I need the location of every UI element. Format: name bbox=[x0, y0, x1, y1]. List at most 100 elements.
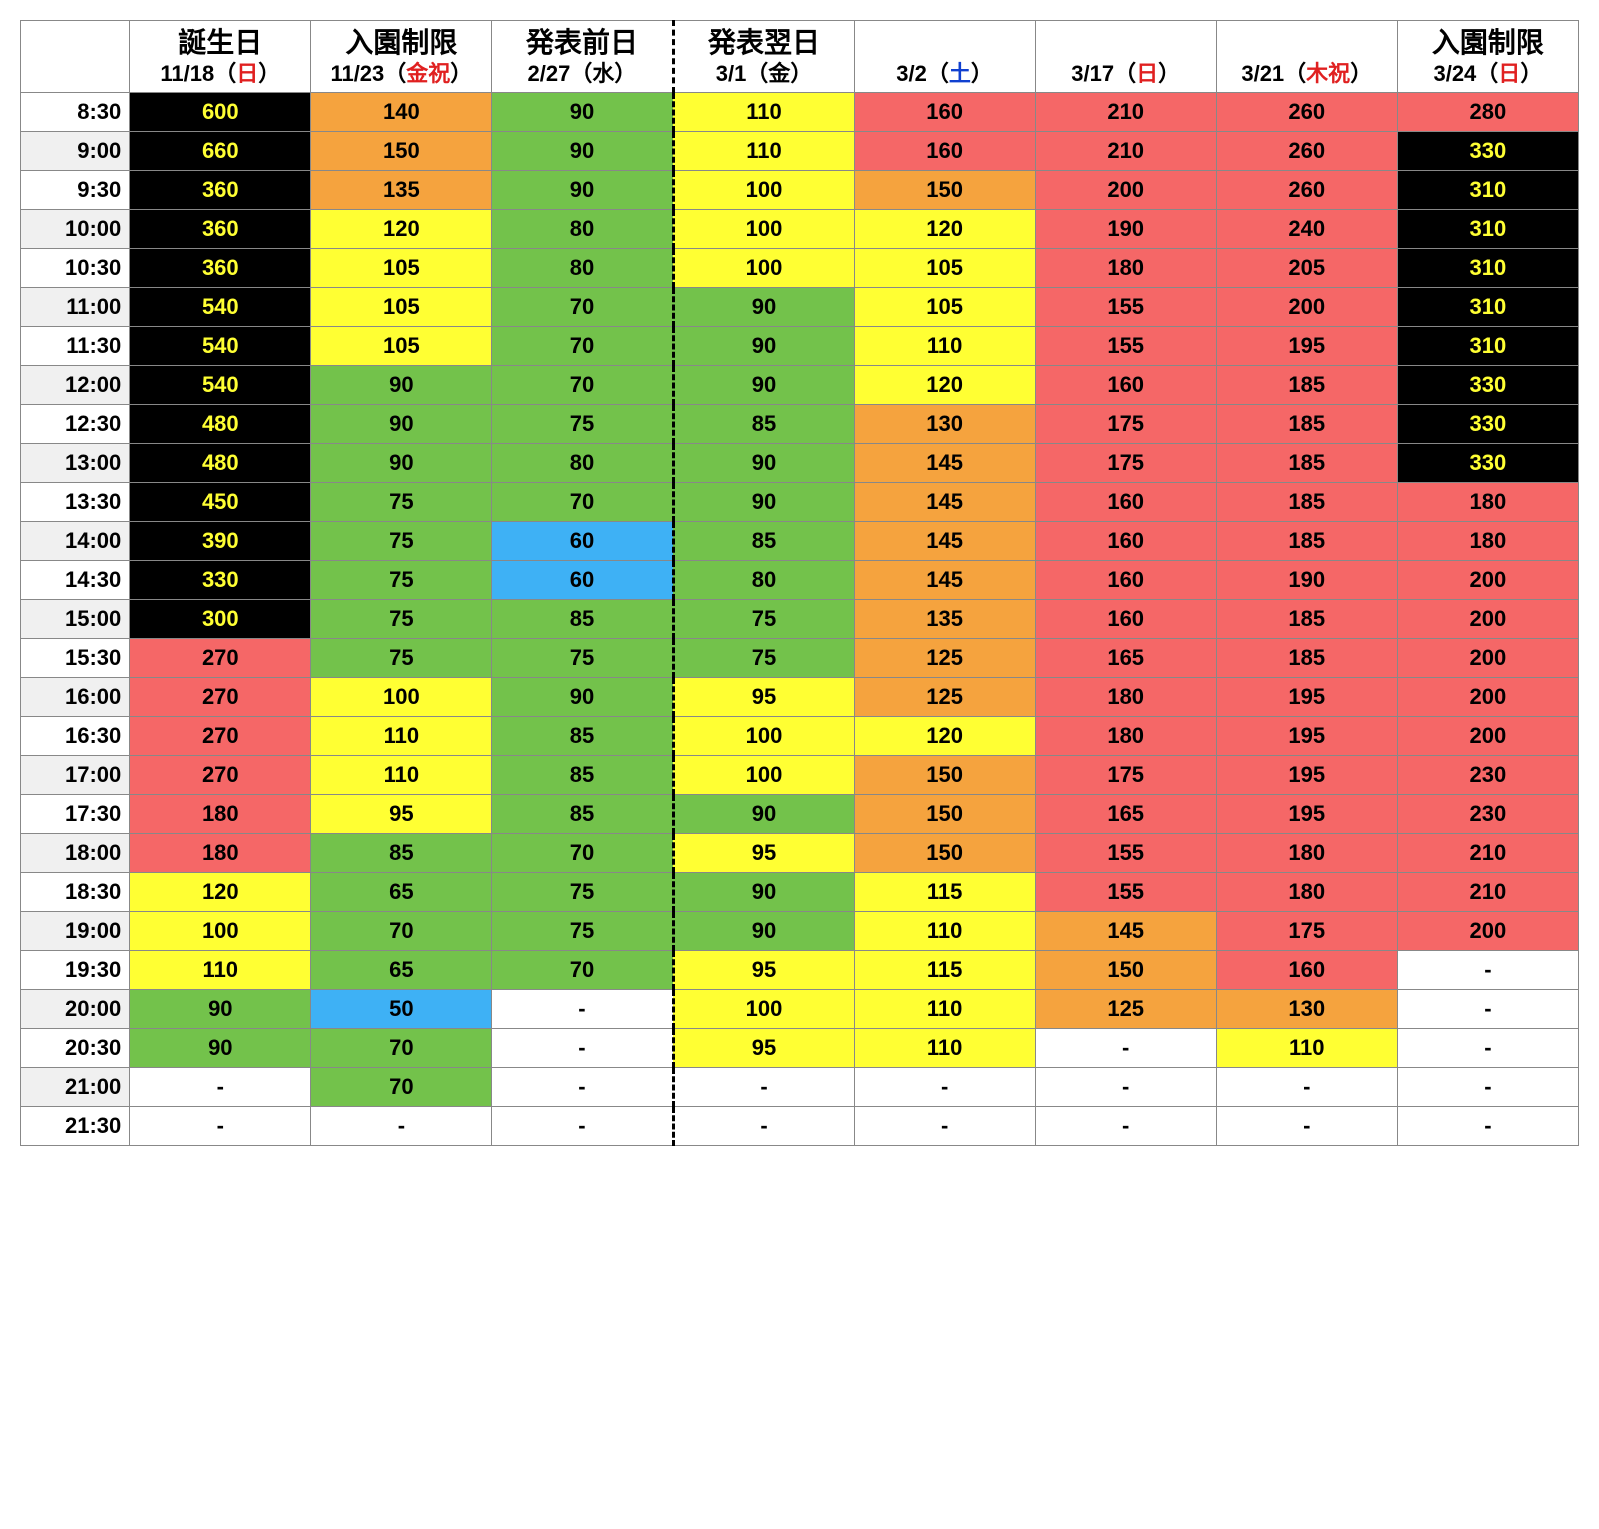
data-cell: - bbox=[1035, 1106, 1216, 1145]
time-cell: 11:30 bbox=[21, 326, 130, 365]
data-cell: 180 bbox=[1035, 677, 1216, 716]
time-cell: 18:30 bbox=[21, 872, 130, 911]
header-title bbox=[1040, 25, 1212, 60]
data-cell: 155 bbox=[1035, 287, 1216, 326]
data-cell: - bbox=[492, 989, 673, 1028]
column-header: 発表前日2/27（水） bbox=[492, 21, 673, 93]
data-cell: 65 bbox=[311, 950, 492, 989]
column-header: 3/21（木祝） bbox=[1216, 21, 1397, 93]
data-cell: - bbox=[1397, 1106, 1578, 1145]
data-cell: 190 bbox=[1035, 209, 1216, 248]
table-row: 21:30-------- bbox=[21, 1106, 1579, 1145]
data-cell: 150 bbox=[854, 833, 1035, 872]
data-cell: 310 bbox=[1397, 209, 1578, 248]
table-row: 11:305401057090110155195310 bbox=[21, 326, 1579, 365]
data-cell: 120 bbox=[854, 716, 1035, 755]
data-cell: 60 bbox=[492, 521, 673, 560]
table-row: 11:005401057090105155200310 bbox=[21, 287, 1579, 326]
data-cell: 90 bbox=[492, 677, 673, 716]
data-cell: 90 bbox=[673, 365, 854, 404]
data-cell: 90 bbox=[492, 170, 673, 209]
data-cell: 100 bbox=[673, 989, 854, 1028]
data-cell: 165 bbox=[1035, 638, 1216, 677]
data-cell: 110 bbox=[673, 92, 854, 131]
time-cell: 13:30 bbox=[21, 482, 130, 521]
data-cell: 70 bbox=[311, 1067, 492, 1106]
data-cell: 175 bbox=[1035, 404, 1216, 443]
data-cell: - bbox=[1035, 1028, 1216, 1067]
data-cell: 540 bbox=[130, 365, 311, 404]
data-cell: - bbox=[1035, 1067, 1216, 1106]
data-cell: - bbox=[311, 1106, 492, 1145]
time-cell: 20:00 bbox=[21, 989, 130, 1028]
data-cell: 310 bbox=[1397, 170, 1578, 209]
data-cell: - bbox=[492, 1106, 673, 1145]
time-cell: 9:30 bbox=[21, 170, 130, 209]
data-cell: 105 bbox=[854, 287, 1035, 326]
data-cell: 75 bbox=[492, 872, 673, 911]
column-header: 発表翌日3/1（金） bbox=[673, 21, 854, 93]
data-cell: - bbox=[492, 1028, 673, 1067]
data-cell: 90 bbox=[673, 443, 854, 482]
data-cell: 160 bbox=[854, 131, 1035, 170]
time-cell: 19:30 bbox=[21, 950, 130, 989]
table-row: 17:30180958590150165195230 bbox=[21, 794, 1579, 833]
data-cell: - bbox=[1216, 1067, 1397, 1106]
data-cell: 185 bbox=[1216, 638, 1397, 677]
data-cell: 180 bbox=[1216, 833, 1397, 872]
data-cell: 230 bbox=[1397, 794, 1578, 833]
data-cell: 310 bbox=[1397, 287, 1578, 326]
data-cell: 85 bbox=[492, 755, 673, 794]
table-row: 14:30330756080145160190200 bbox=[21, 560, 1579, 599]
data-cell: 70 bbox=[492, 365, 673, 404]
data-cell: 160 bbox=[1216, 950, 1397, 989]
data-cell: 110 bbox=[854, 326, 1035, 365]
data-cell: 90 bbox=[673, 482, 854, 521]
data-cell: 110 bbox=[854, 989, 1035, 1028]
table-row: 14:00390756085145160185180 bbox=[21, 521, 1579, 560]
data-cell: - bbox=[130, 1067, 311, 1106]
data-cell: 120 bbox=[311, 209, 492, 248]
time-cell: 8:30 bbox=[21, 92, 130, 131]
data-cell: 75 bbox=[311, 638, 492, 677]
data-cell: 180 bbox=[130, 833, 311, 872]
time-cell: 15:00 bbox=[21, 599, 130, 638]
column-header: 入園制限11/23（金祝） bbox=[311, 21, 492, 93]
data-cell: - bbox=[130, 1106, 311, 1145]
data-cell: 110 bbox=[854, 911, 1035, 950]
data-cell: 75 bbox=[311, 521, 492, 560]
time-cell: 18:00 bbox=[21, 833, 130, 872]
data-cell: 130 bbox=[854, 404, 1035, 443]
time-cell: 12:00 bbox=[21, 365, 130, 404]
table-row: 13:30450757090145160185180 bbox=[21, 482, 1579, 521]
column-header: 入園制限3/24（日） bbox=[1397, 21, 1578, 93]
data-cell: 80 bbox=[492, 443, 673, 482]
data-cell: - bbox=[1397, 950, 1578, 989]
data-cell: 105 bbox=[311, 287, 492, 326]
table-row: 19:00100707590110145175200 bbox=[21, 911, 1579, 950]
header-title: 発表前日 bbox=[496, 25, 667, 60]
time-cell: 17:00 bbox=[21, 755, 130, 794]
data-cell: 100 bbox=[130, 911, 311, 950]
data-cell: 210 bbox=[1397, 872, 1578, 911]
header-row: 誕生日11/18（日）入園制限11/23（金祝）発表前日2/27（水）発表翌日3… bbox=[21, 21, 1579, 93]
data-cell: 155 bbox=[1035, 326, 1216, 365]
data-cell: 85 bbox=[673, 521, 854, 560]
table-row: 13:00480908090145175185330 bbox=[21, 443, 1579, 482]
data-cell: 480 bbox=[130, 404, 311, 443]
data-cell: 480 bbox=[130, 443, 311, 482]
data-cell: 120 bbox=[854, 209, 1035, 248]
data-cell: - bbox=[1216, 1106, 1397, 1145]
table-row: 16:002701009095125180195200 bbox=[21, 677, 1579, 716]
data-cell: 230 bbox=[1397, 755, 1578, 794]
data-cell: 135 bbox=[311, 170, 492, 209]
data-cell: 195 bbox=[1216, 677, 1397, 716]
data-cell: 190 bbox=[1216, 560, 1397, 599]
data-cell: 175 bbox=[1035, 755, 1216, 794]
time-cell: 14:00 bbox=[21, 521, 130, 560]
data-cell: 270 bbox=[130, 677, 311, 716]
time-cell: 13:00 bbox=[21, 443, 130, 482]
data-cell: 140 bbox=[311, 92, 492, 131]
table-row: 19:30110657095115150160- bbox=[21, 950, 1579, 989]
data-cell: 100 bbox=[673, 170, 854, 209]
